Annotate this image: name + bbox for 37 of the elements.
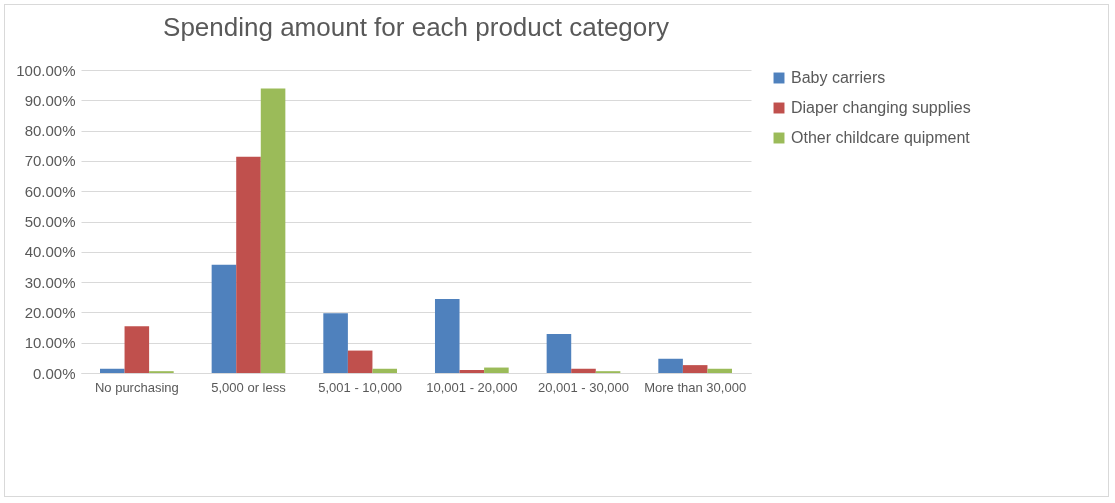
y-tick-label: 100.00% [16, 61, 76, 79]
y-tick-label: 10.00% [24, 334, 76, 352]
bar [546, 333, 572, 373]
bar [459, 369, 485, 373]
x-tick-label: No purchasing [94, 379, 179, 395]
y-tick-label: 20.00% [24, 303, 76, 321]
x-tick-label: 10,001 - 20,000 [426, 379, 518, 395]
x-tick-label: 5,001 - 10,000 [318, 379, 403, 395]
x-tick-label: 5,000 or less [211, 379, 287, 395]
bar [211, 264, 237, 373]
y-tick-label: 30.00% [24, 273, 76, 291]
bar [323, 313, 348, 373]
x-tick-label: More than 30,000 [644, 379, 747, 395]
bar [99, 368, 125, 373]
bar [236, 156, 261, 373]
bar [682, 365, 708, 373]
y-tick-label: 80.00% [24, 122, 76, 140]
x-tick-label: 20,001 - 30,000 [537, 379, 630, 395]
y-tick-label: 0.00% [32, 364, 76, 382]
bar [347, 350, 373, 373]
bar [260, 88, 286, 373]
bar [484, 367, 509, 373]
legend-label: Baby carriers [791, 69, 886, 86]
y-tick-label: 90.00% [24, 91, 76, 109]
y-tick-label: 70.00% [24, 152, 76, 170]
bar [124, 326, 150, 373]
bar [707, 368, 733, 373]
legend-label: Diaper changing supplies [791, 99, 971, 116]
y-tick-label: 40.00% [24, 243, 76, 261]
bar [571, 368, 596, 373]
y-tick-label: 60.00% [24, 182, 76, 200]
y-tick-label: 50.00% [24, 213, 76, 230]
bar [372, 368, 398, 373]
bar [434, 299, 460, 373]
chart-title: Spending amount for each product category [163, 12, 669, 42]
legend-label: Other childcare quipment [791, 129, 971, 146]
bar [658, 358, 683, 373]
